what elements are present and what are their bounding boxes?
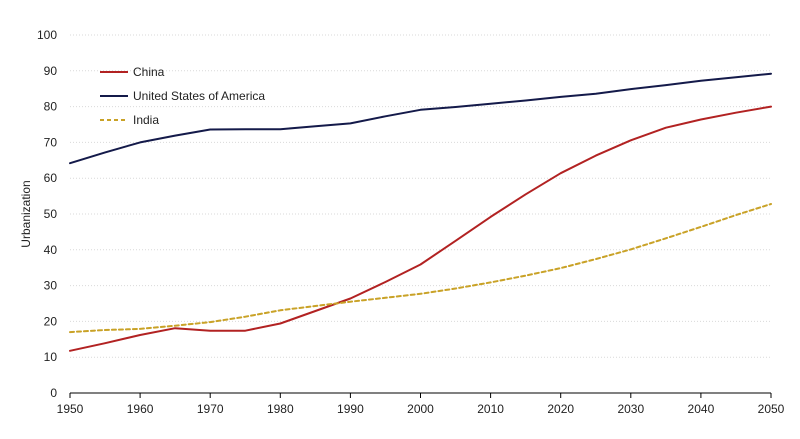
y-tick-label: 40 — [44, 243, 58, 257]
legend-label-india: India — [133, 113, 159, 127]
x-tick-label: 1990 — [337, 402, 364, 416]
y-tick-label: 100 — [37, 28, 57, 42]
legend: China United States of America India — [100, 65, 265, 127]
y-tick-label: 30 — [44, 279, 58, 293]
x-tick-label: 1950 — [57, 402, 84, 416]
x-tick-label: 1970 — [197, 402, 224, 416]
x-tick-label: 1960 — [127, 402, 154, 416]
x-tick-label: 2040 — [688, 402, 715, 416]
legend-label-china: China — [133, 65, 165, 79]
series-lines — [69, 72, 772, 352]
legend-label-united-states-of-america: United States of America — [133, 89, 265, 103]
y-tick-label: 80 — [44, 100, 58, 114]
series-line-india — [69, 203, 772, 334]
x-tick-label: 2000 — [407, 402, 434, 416]
x-tick-label: 1980 — [267, 402, 294, 416]
y-tick-label: 60 — [44, 171, 58, 185]
y-tick-label: 90 — [44, 64, 58, 78]
y-tick-label: 10 — [44, 350, 58, 364]
x-tick-label: 2050 — [758, 402, 785, 416]
x-tick-label: 2030 — [617, 402, 644, 416]
series-line-united-states-of-america — [69, 72, 772, 165]
series-line-china — [69, 105, 772, 352]
y-tick-label: 0 — [50, 386, 57, 400]
y-tick-label: 70 — [44, 135, 58, 149]
y-tick-label: 20 — [44, 314, 58, 328]
x-tick-label: 2020 — [547, 402, 574, 416]
y-tick-label: 50 — [44, 207, 58, 221]
gridlines — [70, 34, 771, 358]
x-tick-label: 2010 — [477, 402, 504, 416]
y-axis-ticks: 0 10 20 30 40 50 60 70 80 90 100 — [37, 28, 57, 400]
y-axis-title: Urbanization — [19, 180, 33, 247]
x-axis-ticks: 1950 1960 1970 1980 1990 2000 2010 2020 2030 2040… — [57, 393, 785, 416]
